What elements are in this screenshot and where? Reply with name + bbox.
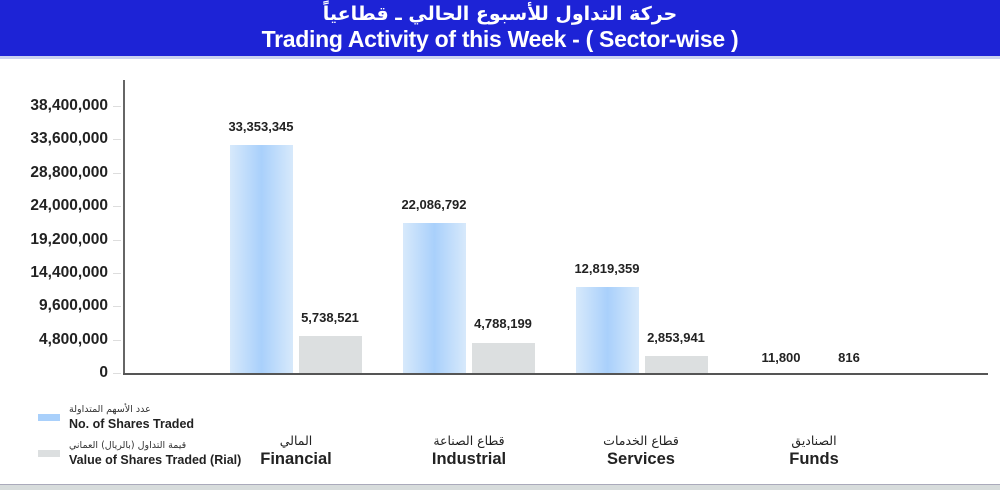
y-tick-mark (113, 139, 121, 140)
y-tick: 28,800,000 (30, 164, 108, 181)
y-tick: 19,200,000 (30, 231, 108, 248)
bar-label-financial-shares: 33,353,345 (228, 119, 294, 134)
category-financial: المالي Financial (216, 433, 376, 469)
y-tick: 9,600,000 (39, 297, 108, 314)
bar-financial-value[interactable] (299, 336, 362, 373)
chart-header: حركة التداول للأسبوع الحالي ـ قطاعياً Tr… (0, 0, 1000, 59)
legend-label-en: Value of Shares Traded (Rial) (69, 453, 242, 467)
bar-label-services-shares: 12,819,359 (574, 261, 640, 276)
category-industrial: قطاع الصناعة Industrial (389, 433, 549, 469)
footer-divider (0, 484, 1000, 490)
category-funds: الصناديق Funds (734, 433, 894, 469)
y-tick: 4,800,000 (39, 331, 108, 348)
y-tick-mark (113, 206, 121, 207)
bar-label-services-value: 2,853,941 (647, 330, 705, 345)
bar-label-funds-shares: 11,800 (761, 350, 801, 365)
plot-area: 38,400,000 33,600,000 28,800,000 24,000,… (0, 60, 1000, 390)
y-tick-mark (113, 373, 121, 374)
title-english: Trading Activity of this Week - ( Sector… (261, 26, 739, 52)
bar-label-industrial-value: 4,788,199 (474, 316, 532, 331)
category-services: قطاع الخدمات Services (561, 433, 721, 469)
category-label-en: Services (607, 450, 675, 468)
y-tick: 0 (99, 364, 108, 381)
bar-services-value[interactable] (645, 356, 708, 373)
y-tick: 33,600,000 (30, 130, 108, 147)
y-tick: 14,400,000 (30, 264, 108, 281)
y-tick-mark (113, 106, 121, 107)
y-tick-mark (113, 306, 121, 307)
category-label-ar: الصناديق (791, 433, 837, 448)
category-label-en: Financial (260, 450, 332, 468)
category-label-en: Funds (789, 450, 839, 468)
legend-label-ar: عدد الأسهم المتداولة (69, 404, 151, 415)
category-label-ar: قطاع الصناعة (433, 433, 505, 448)
y-tick-mark (113, 340, 121, 341)
category-label-ar: قطاع الخدمات (603, 433, 679, 448)
legend-swatch-value (38, 450, 60, 457)
y-tick-mark (113, 273, 121, 274)
category-label-en: Industrial (431, 450, 507, 468)
bar-industrial-value[interactable] (472, 343, 535, 373)
bar-services-shares[interactable] (576, 287, 639, 373)
y-axis-line (123, 80, 125, 374)
legend-label-en: No. of Shares Traded (69, 417, 195, 431)
bar-financial-shares[interactable] (230, 145, 293, 373)
legend-swatch-shares (38, 414, 60, 421)
category-label-ar: المالي (279, 433, 313, 448)
title-arabic: حركة التداول للأسبوع الحالي ـ قطاعياً (322, 3, 678, 25)
legend-label-ar: قيمة التداول (بالريال) العماني (69, 440, 187, 451)
y-tick: 38,400,000 (30, 97, 108, 114)
bar-industrial-shares[interactable] (403, 223, 466, 373)
y-tick: 24,000,000 (30, 197, 108, 214)
y-tick-mark (113, 173, 121, 174)
y-tick-mark (113, 240, 121, 241)
x-axis-line (123, 373, 988, 375)
bar-label-industrial-shares: 22,086,792 (401, 197, 467, 212)
bar-label-financial-value: 5,738,521 (301, 310, 359, 325)
bar-label-funds-value: 816 (838, 350, 860, 365)
